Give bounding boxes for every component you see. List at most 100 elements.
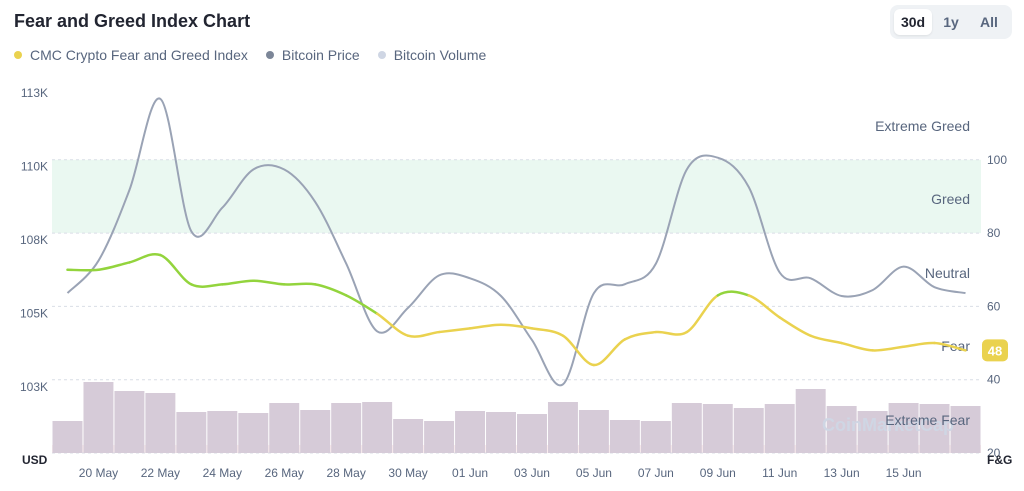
tab-all[interactable]: All (980, 14, 998, 30)
volume-bar[interactable] (486, 412, 516, 453)
fear-greed-line-segment[interactable] (468, 323, 503, 330)
volume-bar[interactable] (702, 404, 733, 453)
fear-greed-line-segment[interactable] (685, 294, 720, 334)
left-axis-tick-label: 105K (20, 307, 48, 321)
volume-bar[interactable] (888, 403, 919, 453)
zone-label: Extreme Greed (875, 118, 970, 134)
volume-bar[interactable] (640, 421, 671, 453)
volume-bar[interactable] (795, 389, 826, 453)
volume-bar[interactable] (393, 419, 424, 453)
volume-bar[interactable] (455, 411, 486, 453)
x-axis-tick-label: 15 Jun (886, 466, 922, 480)
volume-bar[interactable] (362, 402, 393, 453)
fear-greed-line-segment[interactable] (221, 279, 255, 286)
legend-label: CMC Crypto Fear and Greed Index (30, 47, 248, 63)
right-axis-tick-label: 60 (987, 299, 1001, 313)
x-axis-tick-label: 30 May (388, 466, 427, 480)
volume-bar[interactable] (733, 408, 764, 453)
volume-bar[interactable] (269, 403, 300, 453)
volume-bar[interactable] (578, 410, 609, 453)
page-title: Fear and Greed Index Chart (14, 11, 251, 31)
legend-dot-icon (265, 51, 274, 59)
fear-greed-line-segment[interactable] (871, 345, 905, 352)
fear-greed-line-segment[interactable] (499, 323, 534, 330)
left-axis-tick-label: 103K (20, 380, 48, 394)
x-axis-tick-label: 28 May (327, 466, 366, 480)
fear-greed-line-segment[interactable] (252, 279, 286, 286)
legend-label: Bitcoin Volume (393, 47, 487, 63)
legend-dot-icon (377, 51, 386, 59)
fear-greed-line-segment[interactable] (66, 268, 100, 272)
fear-greed-line-segment[interactable] (190, 283, 224, 288)
x-axis-tick-label: 05 Jun (576, 466, 612, 480)
volume-bar[interactable] (857, 411, 888, 453)
fear-greed-line-segment[interactable] (902, 341, 936, 348)
fear-greed-line-segment[interactable] (283, 282, 317, 286)
fear-greed-line-segment[interactable] (778, 316, 812, 337)
fear-greed-line-segment[interactable] (128, 253, 162, 264)
right-axis-tick-label: 100 (987, 153, 1007, 167)
left-axis-unit-label: USD (22, 453, 48, 467)
bitcoin-price-line[interactable] (66, 97, 966, 387)
volume-bar[interactable] (547, 402, 578, 453)
fear-greed-line-segment[interactable] (313, 283, 348, 297)
fear-greed-line-segment[interactable] (654, 330, 689, 336)
left-axis-tick-label: 113K (21, 86, 48, 100)
volume-bars (52, 382, 981, 453)
left-axis-tick-label: 108K (20, 233, 48, 247)
fear-greed-line-segment[interactable] (97, 261, 131, 271)
volume-bar[interactable] (950, 406, 981, 453)
zone-backgrounds (52, 159, 981, 453)
legend-item-bitcoin-price[interactable]: Bitcoin Price (265, 47, 360, 63)
fear-greed-line-segment[interactable] (530, 327, 565, 337)
fear-greed-line-segment[interactable] (747, 294, 781, 319)
volume-bar[interactable] (52, 421, 83, 453)
fear-greed-line-segment[interactable] (406, 330, 441, 338)
volume-bar[interactable] (424, 421, 455, 453)
volume-bar[interactable] (83, 382, 114, 453)
current-value-badge: 48 (982, 339, 1008, 362)
current-value-text: 48 (988, 343, 1002, 358)
x-axis: 20 May 22 May 24 May 26 May 28 May 30 May 01 J… (79, 466, 922, 480)
chart-legend: CMC Crypto Fear and Greed Index Bitcoin … (14, 47, 504, 63)
range-tabs: 30d 1y All (890, 5, 1012, 39)
tab-30d[interactable]: 30d (894, 9, 932, 35)
fear-greed-line-segment[interactable] (809, 334, 843, 345)
fear-greed-line-segment[interactable] (561, 334, 596, 367)
fear-greed-line-segment[interactable] (592, 338, 627, 367)
volume-bar[interactable] (671, 403, 702, 453)
x-axis-tick-label: 09 Jun (700, 466, 736, 480)
current-value-badge-bg (982, 339, 1008, 362)
right-axis-tick-label: 40 (987, 373, 1001, 387)
volume-bar[interactable] (764, 404, 795, 453)
volume-bar[interactable] (207, 411, 238, 453)
volume-bar[interactable] (300, 410, 331, 453)
right-axis-tick-label: 20 (987, 446, 1001, 460)
volume-bar[interactable] (176, 412, 207, 453)
legend-item-bitcoin-volume[interactable]: Bitcoin Volume (377, 47, 487, 63)
volume-bar[interactable] (114, 391, 145, 453)
x-axis-tick-label: 24 May (203, 466, 242, 480)
fear-greed-line-segment[interactable] (344, 294, 379, 315)
volume-bar[interactable] (826, 406, 857, 453)
fear-greed-line-segment[interactable] (840, 341, 874, 352)
tab-1y[interactable]: 1y (943, 14, 959, 30)
watermark: CoinMarketCap (822, 415, 954, 435)
fear-greed-line-segment[interactable] (159, 253, 193, 286)
legend-item-fear-greed[interactable]: CMC Crypto Fear and Greed Index (14, 47, 248, 63)
fear-greed-line-segment[interactable] (375, 312, 410, 337)
volume-bar[interactable] (517, 414, 547, 453)
volume-bar[interactable] (331, 403, 362, 453)
volume-bar[interactable] (919, 404, 950, 453)
volume-bar[interactable] (238, 413, 269, 453)
volume-bar[interactable] (145, 393, 176, 453)
fear-greed-line-segment[interactable] (716, 290, 750, 297)
x-axis-tick-label: 03 Jun (514, 466, 550, 480)
fear-greed-line-segment[interactable] (437, 327, 472, 334)
zone-label: Extreme Fear (885, 412, 970, 428)
fear-greed-line-segment[interactable] (933, 341, 967, 352)
zone-extreme-greed (52, 159, 981, 234)
volume-bar[interactable] (609, 420, 640, 453)
fear-greed-line-segment[interactable] (623, 330, 658, 341)
